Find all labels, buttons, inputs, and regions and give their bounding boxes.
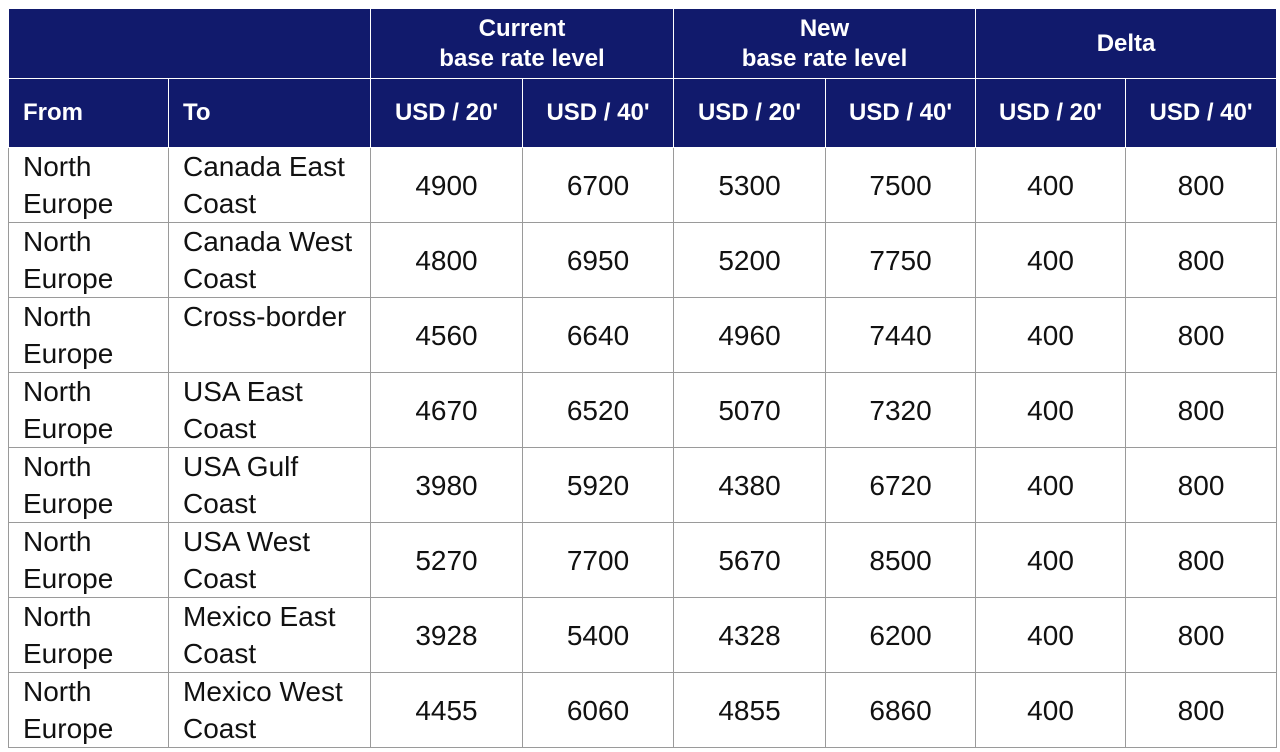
route-cell: North Europe <box>8 297 169 373</box>
column-header: To <box>168 78 371 148</box>
group-header: Delta <box>975 8 1278 79</box>
rate-cell: 800 <box>1125 222 1278 298</box>
rate-cell: 800 <box>1125 597 1278 673</box>
column-header: USD / 20' <box>673 78 827 148</box>
rate-table: Current base rate level New base rate lev… <box>8 8 1278 748</box>
rate-cell: 7500 <box>825 147 977 223</box>
table-row: North Europe USA West Coast 5270 7700 5670 85… <box>8 522 1278 598</box>
rate-cell: 4560 <box>370 297 523 373</box>
rate-cell: 4855 <box>673 672 827 748</box>
rate-cell: 400 <box>975 447 1127 523</box>
route-cell: North Europe <box>8 672 169 748</box>
route-cell: North Europe <box>8 147 169 223</box>
table-row: North Europe Mexico East Coast 3928 5400 432… <box>8 597 1278 673</box>
rate-cell: 400 <box>975 672 1127 748</box>
rate-cell: 800 <box>1125 447 1278 523</box>
rate-cell: 800 <box>1125 147 1278 223</box>
route-cell: USA Gulf Coast <box>168 447 371 523</box>
route-cell: Mexico West Coast <box>168 672 371 748</box>
rate-cell: 5270 <box>370 522 523 598</box>
rate-cell: 400 <box>975 372 1127 448</box>
rate-cell: 6060 <box>521 672 675 748</box>
rate-cell: 800 <box>1125 672 1278 748</box>
route-cell: USA East Coast <box>168 372 371 448</box>
rate-cell: 4800 <box>370 222 523 298</box>
route-cell: North Europe <box>8 372 169 448</box>
rate-cell: 7750 <box>825 222 977 298</box>
rate-cell: 7320 <box>825 372 977 448</box>
rate-cell: 400 <box>975 147 1127 223</box>
table-row: North Europe USA Gulf Coast 3980 5920 4380 67… <box>8 447 1278 523</box>
rate-cell: 6700 <box>521 147 675 223</box>
rate-cell: 5300 <box>673 147 827 223</box>
group-header-row: Current base rate level New base rate lev… <box>8 8 1278 79</box>
rate-cell: 3980 <box>370 447 523 523</box>
rate-cell: 800 <box>1125 297 1278 373</box>
rate-cell: 400 <box>975 597 1127 673</box>
rate-cell: 3928 <box>370 597 523 673</box>
rate-cell: 6520 <box>521 372 675 448</box>
rate-cell: 4380 <box>673 447 827 523</box>
rate-cell: 6640 <box>521 297 675 373</box>
rate-cell: 4455 <box>370 672 523 748</box>
group-header: New base rate level <box>673 8 977 79</box>
table-row: North Europe Mexico West Coast 4455 6060 485… <box>8 672 1278 748</box>
route-cell: North Europe <box>8 522 169 598</box>
column-header: From <box>8 78 169 148</box>
route-cell: Canada East Coast <box>168 147 371 223</box>
column-header-row: From To USD / 20' USD / 40' USD / 20' USD / 4… <box>8 78 1278 148</box>
table-row: North Europe Canada East Coast 4900 6700 530… <box>8 147 1278 223</box>
rate-cell: 400 <box>975 222 1127 298</box>
rate-cell: 400 <box>975 522 1127 598</box>
column-header: USD / 40' <box>521 78 675 148</box>
group-header: Current base rate level <box>369 8 675 79</box>
table-head: Current base rate level New base rate lev… <box>8 8 1278 148</box>
rate-cell: 4900 <box>370 147 523 223</box>
column-header: USD / 20' <box>370 78 523 148</box>
rate-cell: 8500 <box>825 522 977 598</box>
table-row: North Europe Cross-border 4560 6640 4960 7440… <box>8 297 1278 373</box>
rate-cell: 7440 <box>825 297 977 373</box>
rate-cell: 800 <box>1125 372 1278 448</box>
table-body: North Europe Canada East Coast 4900 6700 530… <box>8 147 1278 748</box>
route-cell: USA West Coast <box>168 522 371 598</box>
rate-cell: 4670 <box>370 372 523 448</box>
route-cell: Mexico East Coast <box>168 597 371 673</box>
rate-cell: 5200 <box>673 222 827 298</box>
rate-cell: 7700 <box>521 522 675 598</box>
rate-cell: 4960 <box>673 297 827 373</box>
rate-cell: 6950 <box>521 222 675 298</box>
column-header: USD / 20' <box>975 78 1127 148</box>
rate-cell: 400 <box>975 297 1127 373</box>
rate-cell: 4328 <box>673 597 827 673</box>
rate-cell: 5070 <box>673 372 827 448</box>
header-blank <box>8 8 371 79</box>
route-cell: Canada West Coast <box>168 222 371 298</box>
route-cell: North Europe <box>8 597 169 673</box>
column-header: USD / 40' <box>825 78 977 148</box>
rate-cell: 5920 <box>521 447 675 523</box>
column-header: USD / 40' <box>1125 78 1278 148</box>
table-container: Current base rate level New base rate lev… <box>8 8 1278 748</box>
rate-cell: 5400 <box>521 597 675 673</box>
table-row: North Europe Canada West Coast 4800 6950 520… <box>8 222 1278 298</box>
route-cell: North Europe <box>8 222 169 298</box>
rate-cell: 6200 <box>825 597 977 673</box>
table-row: North Europe USA East Coast 4670 6520 5070 73… <box>8 372 1278 448</box>
rate-cell: 6720 <box>825 447 977 523</box>
rate-cell: 800 <box>1125 522 1278 598</box>
route-cell: Cross-border <box>168 297 371 373</box>
route-cell: North Europe <box>8 447 169 523</box>
rate-cell: 6860 <box>825 672 977 748</box>
rate-cell: 5670 <box>673 522 827 598</box>
